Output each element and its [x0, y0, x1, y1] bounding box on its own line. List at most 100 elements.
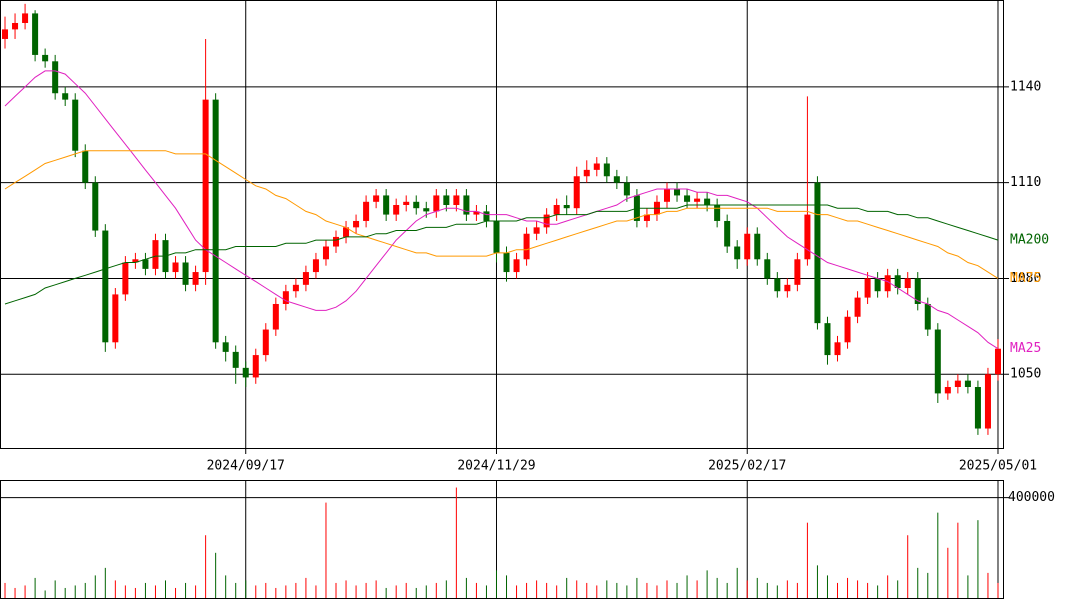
volume-bar: [195, 585, 197, 598]
candle-body: [814, 182, 821, 324]
candle-body: [32, 13, 39, 55]
x-tick-label: 2025/02/17: [708, 459, 786, 474]
candle-body: [433, 195, 440, 212]
candle-body: [122, 262, 129, 295]
volume-bar: [516, 585, 518, 598]
ma-line: [4, 204, 999, 305]
candle-body: [72, 99, 79, 151]
candle-body: [623, 182, 630, 196]
candle-body: [954, 380, 961, 388]
volume-bar: [556, 585, 558, 598]
candle-body: [944, 387, 951, 394]
volume-bar: [676, 582, 678, 598]
volume-bar: [64, 587, 66, 598]
candle-body: [523, 233, 530, 260]
volume-bar: [826, 575, 828, 598]
candle-body: [884, 275, 891, 292]
candle-body: [603, 163, 610, 177]
candle-body: [493, 220, 500, 253]
candle-body: [202, 99, 209, 273]
volume-bar: [265, 582, 267, 598]
volume-bar: [74, 585, 76, 598]
volume-bar: [485, 585, 487, 598]
volume-bar: [716, 577, 718, 598]
x-tick-label: 2024/11/29: [457, 459, 535, 474]
candle-body: [343, 227, 350, 237]
candle-body: [844, 316, 851, 343]
candle-body: [694, 198, 701, 202]
x-tick-label: 2024/09/17: [207, 459, 285, 474]
candle-body: [513, 259, 520, 273]
candle-body: [373, 195, 380, 202]
volume-bar: [134, 587, 136, 598]
volume-bar: [997, 582, 999, 598]
candle-body: [463, 195, 470, 215]
volume-bar: [756, 577, 758, 598]
candle-body: [272, 303, 279, 330]
volume-bar: [726, 582, 728, 598]
candle-body: [182, 262, 189, 285]
candle-body: [242, 367, 249, 378]
candle-body: [684, 195, 691, 202]
volume-bar: [375, 580, 377, 598]
volume-bar: [405, 582, 407, 598]
candle-body: [232, 351, 239, 368]
volume-bar: [536, 580, 538, 598]
candle-body: [282, 291, 289, 304]
candle-body: [172, 262, 179, 273]
volume-bar: [566, 577, 568, 598]
candle-body: [413, 201, 420, 209]
volume-bar: [917, 567, 919, 598]
volume-bar: [365, 582, 367, 598]
volume-bar: [94, 575, 96, 598]
volume-bar: [857, 580, 859, 598]
volume-bar: [445, 580, 447, 598]
candle-body: [824, 323, 831, 356]
volume-bar: [907, 535, 909, 598]
volume-bar: [887, 575, 889, 598]
candle-body: [874, 278, 881, 292]
volume-bar: [736, 567, 738, 598]
y-tick-label: 1110: [1010, 175, 1041, 190]
volume-bar: [786, 580, 788, 598]
candle-body: [563, 205, 570, 209]
candle-body: [302, 272, 309, 285]
volume-frame: [0, 480, 1004, 599]
volume-bar: [175, 587, 177, 598]
candle-body: [383, 195, 390, 215]
price-frame: [0, 0, 1004, 449]
volume-bar: [586, 582, 588, 598]
candle-body: [483, 211, 490, 221]
volume-bar: [947, 547, 949, 598]
volume-bar: [355, 585, 357, 598]
candle-body: [543, 214, 550, 228]
y-tick-label: 1140: [1010, 79, 1041, 94]
candle-body: [112, 294, 119, 343]
candle-body: [643, 214, 650, 221]
volume-bar: [104, 567, 106, 598]
candle-body: [834, 342, 841, 356]
candle-body: [734, 246, 741, 260]
volume-bar: [14, 587, 16, 598]
volume-bar: [686, 575, 688, 598]
candle-body: [132, 259, 139, 263]
volume-bar: [987, 572, 989, 598]
candle-body: [403, 201, 410, 206]
volume-bar: [546, 582, 548, 598]
candle-body: [994, 348, 1001, 375]
volume-bar: [696, 580, 698, 598]
volume-bar: [656, 585, 658, 598]
volume-bar: [646, 582, 648, 598]
volume-bar: [425, 585, 427, 598]
volume-bar: [897, 580, 899, 598]
volume-bar: [967, 575, 969, 598]
volume-bar: [475, 582, 477, 598]
volume-bar: [606, 580, 608, 598]
candle-body: [332, 236, 340, 247]
candle-body: [573, 176, 580, 209]
volume-bar: [867, 582, 869, 598]
candle-body: [854, 297, 861, 317]
candle-body: [774, 278, 781, 292]
candle-body: [984, 374, 991, 429]
